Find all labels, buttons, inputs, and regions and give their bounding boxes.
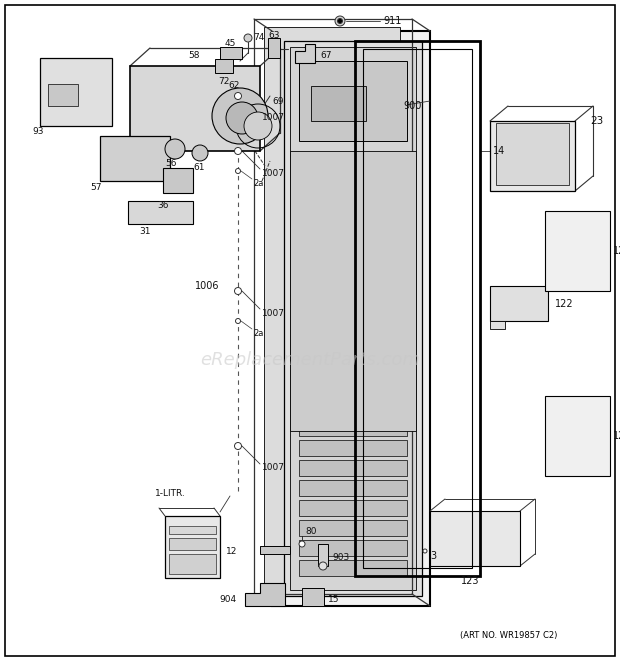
Text: 31: 31	[140, 227, 151, 235]
Bar	[299, 480, 407, 496]
Circle shape	[319, 562, 327, 570]
Bar	[299, 520, 407, 536]
Circle shape	[226, 102, 258, 134]
Bar	[299, 560, 407, 576]
Circle shape	[192, 145, 208, 161]
Bar	[355, 41, 480, 576]
Bar	[169, 554, 216, 574]
Text: 57: 57	[90, 184, 102, 192]
Text: 80: 80	[305, 527, 316, 535]
Polygon shape	[245, 583, 285, 606]
Circle shape	[212, 88, 268, 144]
Circle shape	[236, 169, 241, 173]
Text: 900: 900	[403, 101, 422, 111]
Text: 23: 23	[590, 116, 603, 126]
Text: 1006: 1006	[195, 281, 219, 291]
Text: 62: 62	[228, 81, 239, 89]
Text: eReplacementParts.com: eReplacementParts.com	[200, 351, 420, 369]
Bar	[299, 440, 407, 456]
Text: 1007: 1007	[262, 169, 285, 178]
Text: 69: 69	[272, 97, 283, 106]
Bar	[490, 121, 575, 191]
Bar	[299, 500, 407, 516]
Polygon shape	[295, 44, 315, 63]
Text: 123: 123	[461, 576, 479, 586]
Bar	[40, 58, 112, 126]
Bar	[100, 136, 170, 181]
Text: 2a: 2a	[253, 329, 264, 338]
Bar	[430, 511, 520, 566]
Circle shape	[234, 147, 242, 155]
Text: 93: 93	[32, 128, 43, 137]
Bar	[169, 538, 216, 550]
Bar	[490, 286, 548, 321]
Bar	[545, 396, 610, 476]
Bar	[268, 38, 280, 58]
Circle shape	[234, 442, 242, 449]
Bar	[490, 321, 505, 329]
Bar	[284, 41, 422, 596]
Bar	[311, 86, 366, 121]
Text: 124: 124	[613, 431, 620, 441]
Circle shape	[234, 93, 242, 100]
Bar	[299, 61, 407, 141]
Text: 56: 56	[165, 159, 177, 169]
Circle shape	[165, 139, 185, 159]
Text: 67: 67	[320, 50, 332, 59]
Circle shape	[337, 19, 342, 24]
Text: 3: 3	[430, 551, 436, 561]
Circle shape	[299, 541, 305, 547]
Bar	[290, 47, 416, 590]
Bar	[128, 201, 193, 224]
Circle shape	[234, 288, 242, 295]
Text: 14: 14	[493, 146, 505, 156]
Bar	[264, 27, 400, 586]
Text: 1007: 1007	[262, 463, 285, 473]
Bar	[318, 544, 328, 566]
Bar	[290, 151, 416, 431]
Text: 12: 12	[226, 547, 237, 555]
Text: 1-LITR.: 1-LITR.	[155, 490, 186, 498]
Text: 904: 904	[220, 594, 237, 603]
Bar	[48, 84, 78, 106]
Bar	[163, 168, 193, 193]
Text: 58: 58	[188, 52, 200, 61]
Text: 903: 903	[332, 553, 349, 563]
Circle shape	[335, 16, 345, 26]
Text: 63: 63	[268, 30, 280, 40]
Text: 911: 911	[383, 16, 401, 26]
Text: (ART NO. WR19857 C2): (ART NO. WR19857 C2)	[459, 631, 557, 641]
Bar	[272, 31, 430, 606]
Text: 61: 61	[193, 163, 205, 171]
Text: 1007: 1007	[262, 309, 285, 317]
Bar	[299, 540, 407, 556]
Circle shape	[244, 34, 252, 42]
Text: 45: 45	[225, 38, 236, 48]
Circle shape	[423, 549, 427, 553]
Bar	[260, 546, 290, 554]
Bar	[302, 588, 324, 606]
Bar	[496, 123, 569, 185]
Text: 1007: 1007	[262, 114, 285, 122]
Bar	[169, 526, 216, 534]
Text: 72: 72	[218, 77, 229, 85]
Bar	[215, 59, 233, 73]
Bar	[363, 49, 472, 568]
Text: 2a: 2a	[253, 178, 264, 188]
Text: 36: 36	[157, 200, 169, 210]
Bar	[545, 211, 610, 291]
Text: 74: 74	[253, 32, 264, 42]
Bar	[299, 420, 407, 436]
Bar	[299, 460, 407, 476]
Text: 122: 122	[555, 299, 574, 309]
Circle shape	[244, 112, 272, 140]
Bar	[165, 516, 220, 578]
Circle shape	[236, 319, 241, 323]
Text: 15: 15	[328, 594, 340, 603]
Bar	[130, 66, 260, 151]
Bar	[220, 47, 242, 59]
Text: 125: 125	[613, 246, 620, 256]
